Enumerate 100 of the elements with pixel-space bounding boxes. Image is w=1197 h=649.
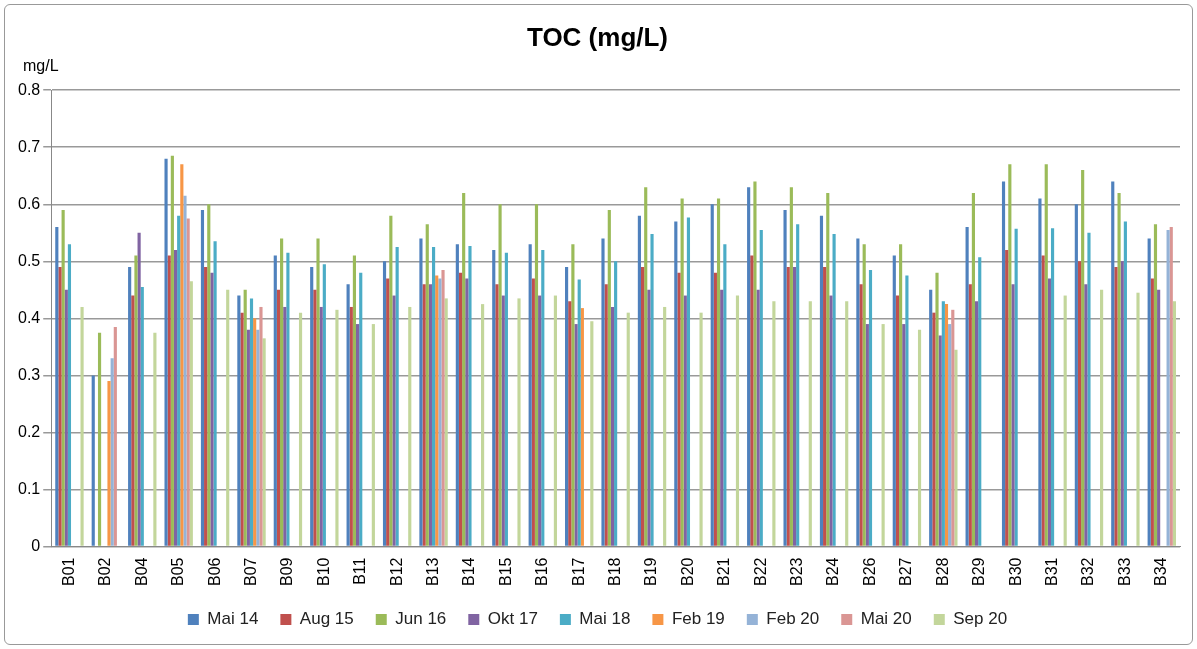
bar [180, 164, 184, 546]
bar [772, 301, 776, 546]
bar [237, 295, 241, 546]
x-tick-label: B28 [933, 557, 951, 586]
bar [246, 329, 250, 546]
x-tick-label: B01 [59, 557, 77, 586]
bar [1044, 164, 1048, 546]
bar [210, 272, 214, 546]
chart-title: TOC (mg/L) [526, 21, 669, 52]
x-tick-label: B29 [970, 557, 988, 586]
bar [577, 279, 581, 546]
legend-label: Feb 19 [671, 609, 725, 629]
x-tick-label: B18 [606, 557, 624, 586]
bar [1008, 164, 1012, 546]
x-tick-label: B11 [351, 557, 369, 585]
bar [173, 249, 178, 546]
bar [720, 289, 724, 546]
bar [859, 284, 863, 546]
bar [789, 187, 793, 546]
bar [128, 267, 132, 546]
bar [262, 338, 266, 546]
bar [408, 306, 412, 546]
bar [164, 158, 168, 546]
bar [699, 312, 703, 546]
bar [243, 289, 247, 546]
bar [783, 209, 787, 546]
bar [753, 181, 757, 546]
bar [352, 255, 357, 546]
bar [204, 267, 208, 546]
bar [428, 284, 432, 546]
bar [574, 324, 578, 546]
bar [395, 247, 399, 546]
bar [91, 375, 95, 546]
y-tick-label: 0.7 [17, 137, 41, 155]
bar [1063, 295, 1067, 546]
x-tick-label: B02 [96, 557, 114, 586]
bar [431, 247, 436, 546]
x-tick-label: B06 [205, 557, 223, 586]
bar [492, 249, 496, 546]
bar [614, 261, 618, 546]
bar [1153, 224, 1158, 546]
bar [1041, 255, 1045, 546]
bar [298, 312, 303, 546]
bar [1084, 284, 1088, 546]
bar [55, 227, 59, 546]
bar [97, 332, 102, 546]
bar [316, 238, 320, 546]
bar [207, 204, 211, 546]
bar [1011, 284, 1015, 546]
bar [226, 289, 230, 546]
bar [902, 324, 906, 546]
bar [935, 272, 939, 546]
legend-label: Aug 15 [299, 609, 354, 629]
bar [422, 284, 426, 546]
bar [808, 301, 812, 546]
bar [899, 244, 903, 546]
bar [531, 278, 535, 546]
bar [517, 298, 521, 546]
bar [892, 255, 896, 546]
bar [276, 289, 281, 546]
bar [495, 284, 499, 546]
bar [1157, 289, 1161, 546]
bar [948, 324, 952, 546]
bar [541, 249, 545, 546]
bar [856, 238, 860, 546]
bar [200, 209, 205, 546]
bar [938, 335, 942, 546]
bar [674, 221, 678, 546]
bar [498, 204, 502, 546]
bar [951, 309, 955, 546]
y-tick-label: 0.8 [17, 80, 41, 98]
bar [978, 257, 982, 546]
x-tick-label: B19 [642, 557, 660, 586]
bar [1172, 301, 1176, 546]
bar [538, 295, 542, 546]
bar [941, 301, 945, 546]
bar [647, 289, 651, 546]
y-tick-label: 0.6 [17, 194, 41, 212]
x-tick-label: B31 [1042, 557, 1060, 586]
legend-label: Sep 20 [953, 609, 1008, 629]
x-tick-label: B12 [387, 557, 405, 586]
y-tick-label: 0.5 [17, 251, 41, 269]
bar [1111, 181, 1115, 546]
bar [865, 324, 869, 546]
bar [177, 215, 181, 546]
bar [1074, 204, 1078, 546]
x-tick-label: B13 [423, 557, 441, 586]
bar [322, 264, 326, 546]
bar [640, 267, 645, 546]
bar [356, 324, 360, 546]
bar [167, 255, 171, 546]
bar [792, 267, 797, 546]
bar [1150, 278, 1154, 546]
bar [444, 298, 448, 546]
y-tick-label: 0.4 [17, 308, 41, 326]
bar [1123, 221, 1127, 546]
bar [189, 281, 193, 546]
bar [965, 227, 969, 546]
bar [170, 155, 174, 546]
legend-label: Feb 20 [766, 609, 820, 629]
